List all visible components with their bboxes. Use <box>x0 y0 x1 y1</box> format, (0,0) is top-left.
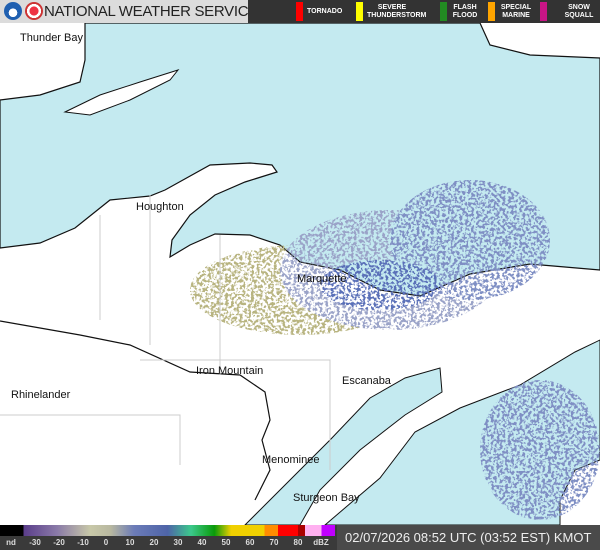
noaa-logo <box>4 2 22 20</box>
flash-flood-swatch <box>440 2 447 21</box>
nws-logo <box>25 2 43 20</box>
isle-royale <box>63 69 180 116</box>
place-marquette: Marquette <box>297 273 347 285</box>
place-houghton: Houghton <box>136 201 184 213</box>
tick-label: 40 <box>197 538 207 547</box>
tick-label: -20 <box>53 538 65 547</box>
snow-squall-swatch <box>540 2 547 21</box>
radar-echoes <box>190 180 600 520</box>
green-bay <box>244 367 443 525</box>
warning-severe-thunderstorm: SEVERE THUNDERSTORM <box>356 2 426 21</box>
tick-label: -30 <box>29 538 41 547</box>
county-lines <box>0 195 331 470</box>
tick-label: 70 <box>269 538 279 547</box>
tick-label: 0 <box>103 538 109 547</box>
place-rhinelander: Rhinelander <box>11 389 71 401</box>
warning-tornado: TORNADO <box>296 2 342 21</box>
tick-label: 50 <box>221 538 231 547</box>
special-marine-swatch <box>488 2 495 21</box>
tornado-swatch <box>296 2 303 21</box>
place-sturgeon-bay: Sturgeon Bay <box>293 492 360 504</box>
state-border <box>0 320 271 501</box>
place-iron-mountain: Iron Mountain <box>196 365 264 377</box>
radar-map[interactable] <box>0 23 600 525</box>
severe-thunderstorm-swatch <box>356 2 363 21</box>
warning-flash-flood: FLASH FLOOD <box>440 2 479 21</box>
agency-title: NATIONAL WEATHER SERVICE <box>44 3 258 20</box>
timestamp: 02/07/2026 08:52 UTC (03:52 EST) KMOT <box>337 525 600 550</box>
warning-snow-squall: SNOW SQUALL <box>540 2 599 21</box>
dbz-color-scale <box>0 525 335 536</box>
warning-legend: TORNADO SEVERE THUNDERSTORM FLASH FLOOD … <box>248 0 600 23</box>
tick-label: 80 <box>293 538 303 547</box>
tick-label: 60 <box>245 538 255 547</box>
place-escanaba: Escanaba <box>342 375 391 387</box>
tick-label: dBZ <box>313 538 329 547</box>
tick-label: 10 <box>125 538 135 547</box>
footer-bar: nd -30 -20 -10 0 10 20 30 40 50 60 70 80… <box>0 525 600 550</box>
tick-label: nd <box>6 538 16 547</box>
header-bar: NATIONAL WEATHER SERVICE TORNADO SEVERE … <box>0 0 600 23</box>
place-menominee: Menominee <box>262 454 320 466</box>
tick-label: -10 <box>77 538 89 547</box>
place-thunder-bay: Thunder Bay <box>20 32 83 44</box>
warning-special-marine: SPECIAL MARINE <box>488 2 533 21</box>
tick-label: 20 <box>149 538 159 547</box>
tick-label: 30 <box>173 538 183 547</box>
